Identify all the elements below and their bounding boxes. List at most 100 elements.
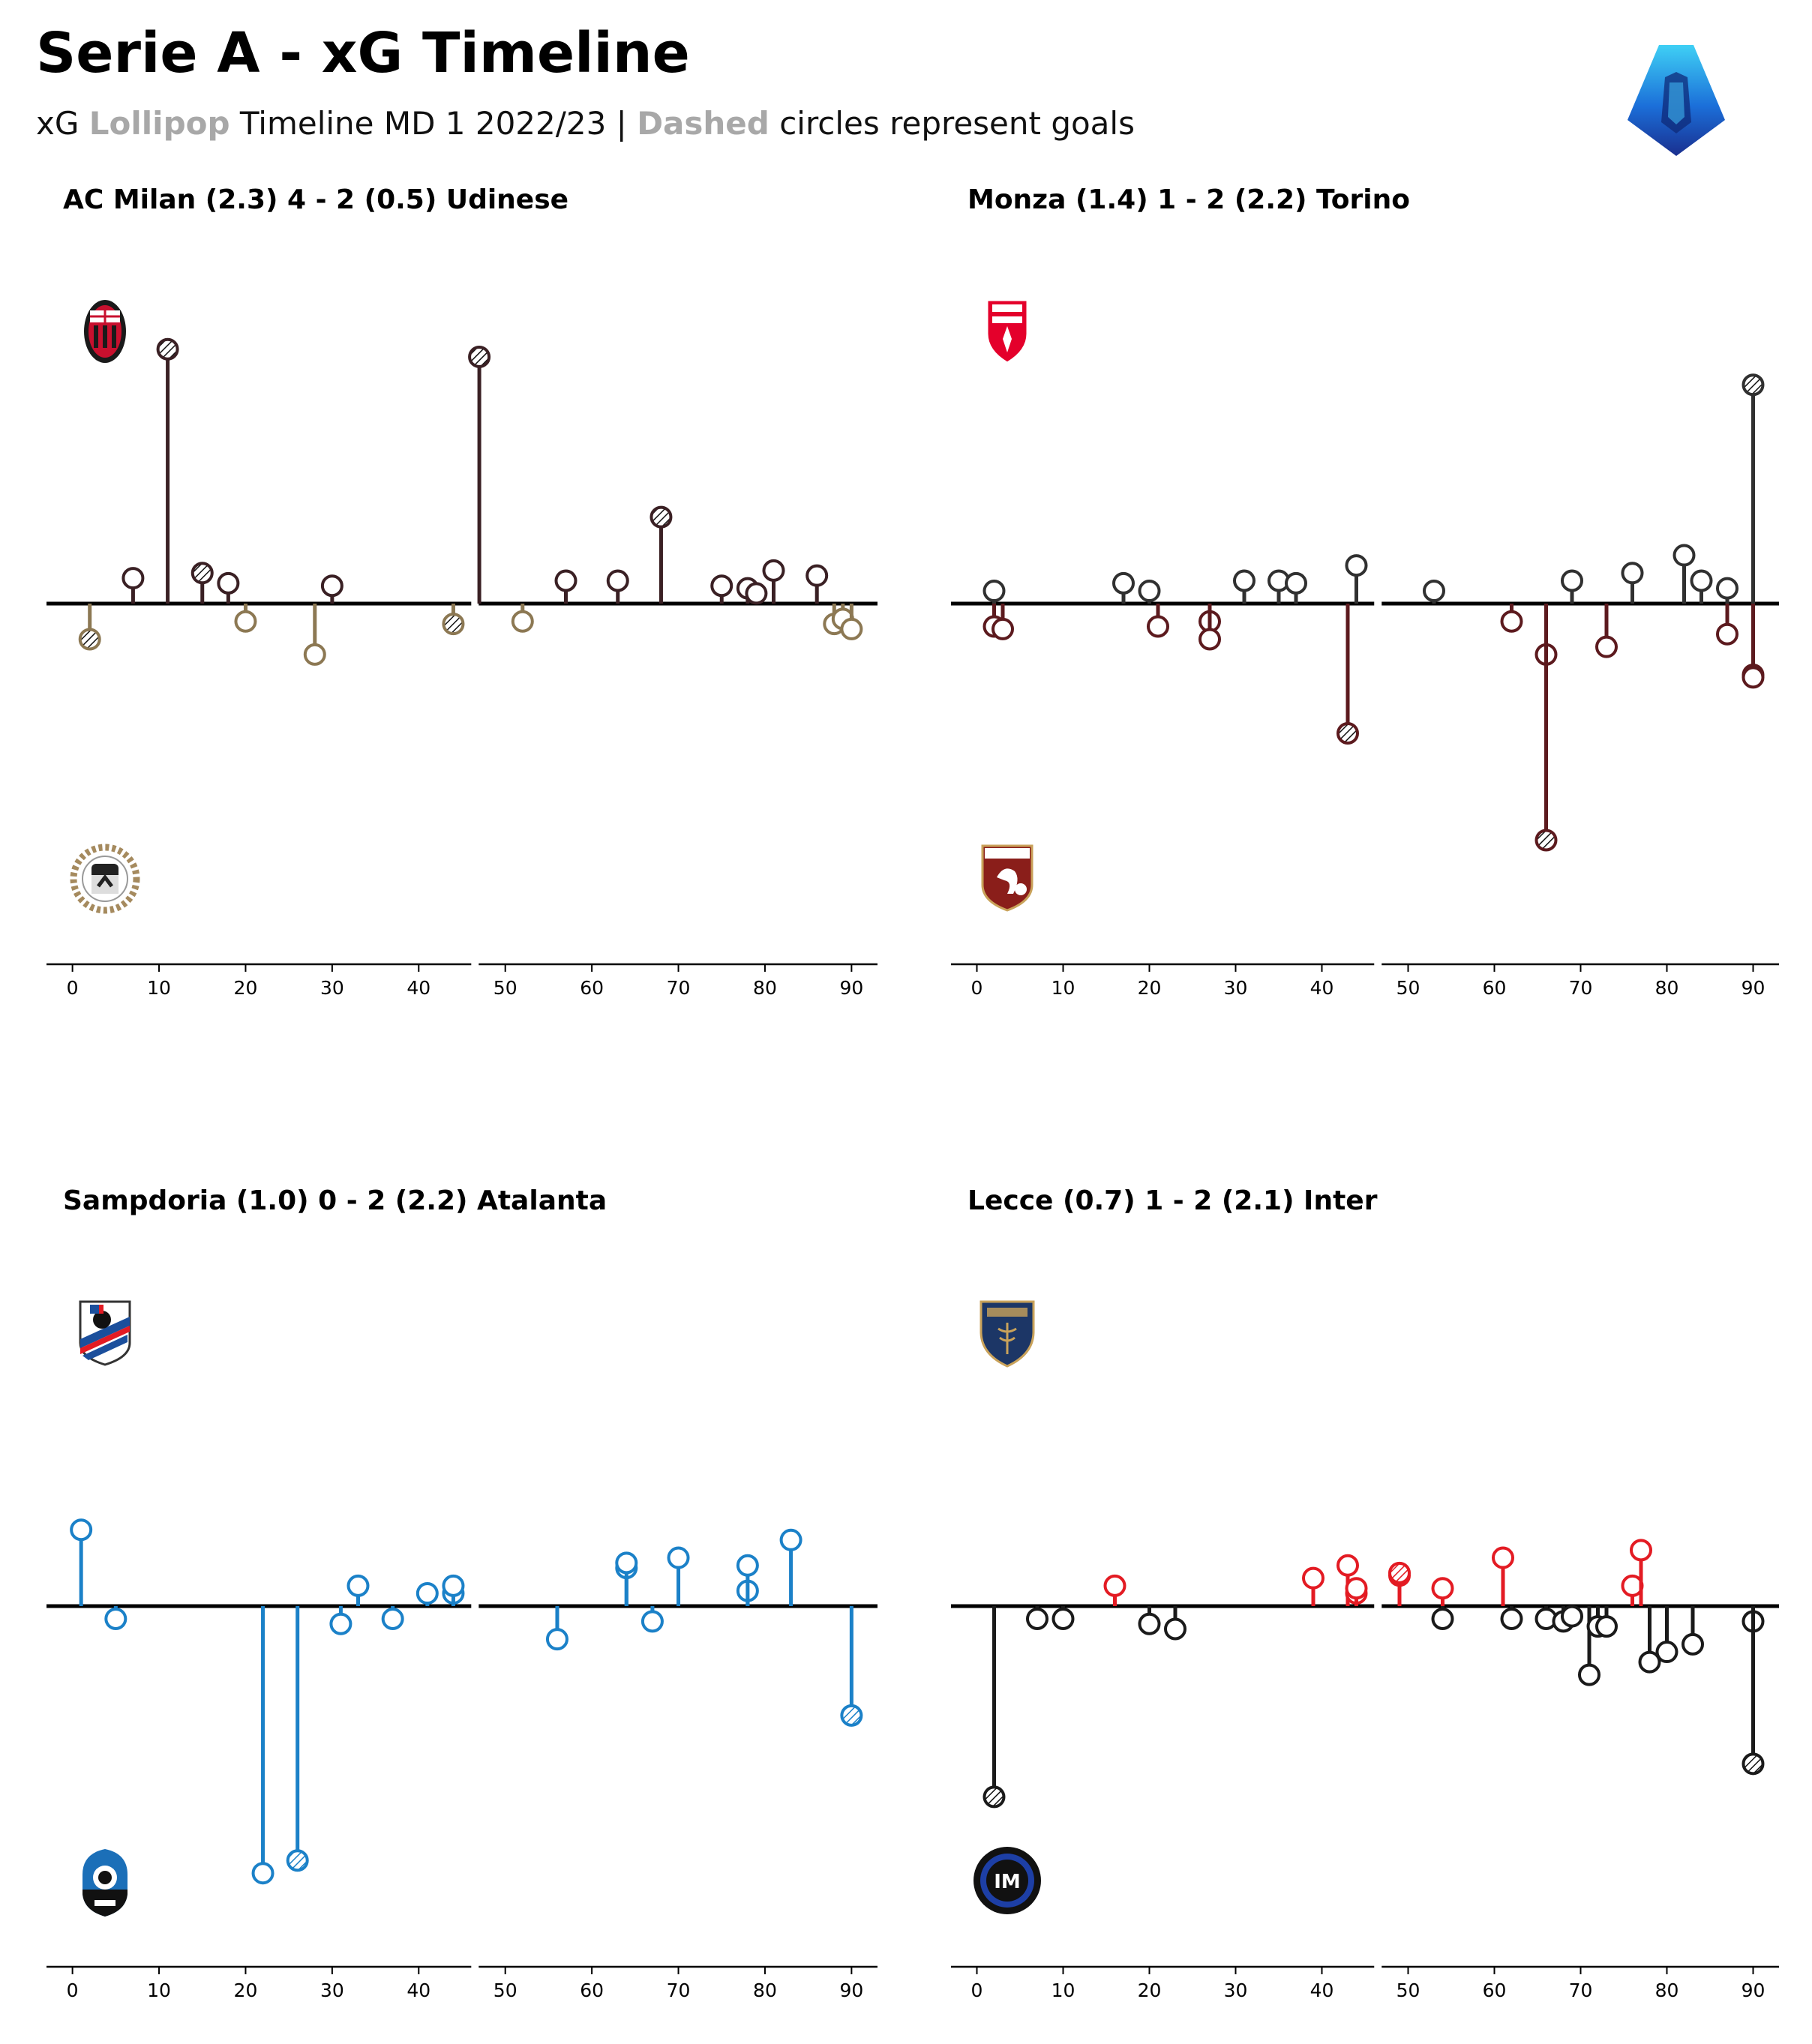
subtitle-text-3: circles represent goals — [769, 105, 1135, 142]
away-shot-marker — [1500, 610, 1523, 633]
home-goal-marker — [190, 562, 214, 585]
home-shot-marker — [762, 559, 785, 582]
x-tick-label: 30 — [1224, 1980, 1248, 2001]
x-tick-label: 30 — [320, 1980, 344, 2001]
away-shot-marker — [251, 1862, 274, 1885]
x-tick-label: 80 — [753, 1980, 777, 2001]
x-tick-label: 60 — [1483, 1980, 1507, 2001]
away-goal-marker — [1336, 722, 1359, 745]
away-goal-marker — [78, 628, 101, 651]
away-shot-marker — [840, 617, 863, 640]
home-shot-marker — [736, 1554, 759, 1577]
panel-sampdoria-atalanta: Sampdoria (1.0) 0 - 2 (2.2) Atalanta 0 10… — [46, 1185, 878, 2001]
home-shot-marker — [606, 569, 629, 592]
away-shot-marker — [640, 1610, 664, 1633]
away-shot-marker — [1595, 1615, 1618, 1638]
away-shot-marker — [1138, 1612, 1161, 1635]
x-tick-label: 70 — [667, 1980, 691, 2001]
x-tick-label: 40 — [1310, 1980, 1334, 2001]
home-shot-marker — [554, 569, 578, 592]
home-shot-marker — [1302, 1566, 1324, 1590]
home-shot-marker — [217, 571, 240, 595]
udinese-badge-icon — [70, 844, 140, 914]
x-tick-label: 0 — [67, 977, 79, 999]
home-shot-marker — [442, 1574, 465, 1597]
monza-badge-icon — [986, 298, 1029, 364]
x-tick-label: 20 — [1138, 977, 1162, 999]
x-tick-label: 40 — [1310, 977, 1334, 999]
away-shot-marker — [1026, 1607, 1048, 1630]
home-shot-marker — [1423, 580, 1445, 603]
home-shot-marker — [416, 1582, 439, 1605]
home-shot-marker — [122, 567, 145, 590]
x-tick-label: 50 — [494, 1980, 518, 2001]
home-shot-marker — [1716, 577, 1738, 600]
home-shot-marker — [745, 582, 768, 605]
plot-area: 0 10 20 30 40 50 60 70 80 90 — [951, 373, 1779, 999]
x-tick-label: 30 — [320, 977, 344, 999]
home-shot-marker — [779, 1528, 802, 1551]
x-tick-label: 10 — [1052, 977, 1076, 999]
page-subtitle: xG Lollipop Timeline MD 1 2022/23 | Dash… — [36, 105, 1135, 142]
home-shot-marker — [1285, 571, 1307, 595]
x-tick-label: 80 — [753, 977, 777, 999]
x-tick-label: 40 — [406, 977, 430, 999]
home-shot-marker — [1233, 569, 1256, 592]
home-shot-marker — [1112, 571, 1135, 595]
subtitle-text-2: Timeline MD 1 2022/23 | — [230, 105, 638, 142]
home-shot-marker — [70, 1518, 93, 1542]
lecce-badge-icon — [980, 1300, 1035, 1368]
away-shot-marker — [511, 610, 534, 633]
x-tick-label: 10 — [147, 977, 171, 999]
away-shot-marker — [1431, 1607, 1454, 1630]
home-shot-marker — [1431, 1577, 1454, 1600]
x-tick-label: 70 — [667, 977, 691, 999]
atalanta-badge-icon — [82, 1849, 128, 1917]
panel-monza-torino: Monza (1.4) 1 - 2 (2.2) Torino 0 10 20 30 40… — [951, 184, 1779, 999]
x-tick-label: 30 — [1224, 977, 1248, 999]
away-shot-marker — [381, 1607, 404, 1630]
x-tick-label: 0 — [67, 1980, 79, 2001]
panel-title: AC Milan (2.3) 4 - 2 (0.5) Udinese — [63, 184, 568, 215]
svg-text:IM: IM — [994, 1871, 1021, 1893]
home-shot-marker — [1561, 569, 1583, 592]
home-goal-marker — [1388, 1561, 1411, 1584]
home-shot-marker — [806, 564, 829, 587]
x-tick-label: 0 — [971, 1980, 983, 2001]
subtitle-highlight-dashed: Dashed — [637, 105, 770, 142]
away-shot-marker — [1561, 1605, 1583, 1628]
home-shot-marker — [1103, 1574, 1126, 1597]
panel-acmilan-udinese: AC Milan (2.3) 4 - 2 (0.5) Udinese 0 10 20… — [46, 184, 878, 999]
plot-area: 0 10 20 30 40 50 60 70 80 90 — [46, 337, 878, 999]
x-tick-label: 20 — [1138, 1980, 1162, 2001]
home-shot-marker — [346, 1574, 370, 1597]
home-shot-marker — [1492, 1546, 1514, 1569]
x-tick-label: 80 — [1655, 1980, 1679, 2001]
plot-area: 0 10 20 30 40 50 60 70 80 90 — [951, 1539, 1779, 2001]
away-shot-marker — [303, 643, 326, 666]
away-shot-marker — [1164, 1617, 1186, 1641]
home-goal-marker — [468, 345, 491, 368]
x-tick-label: 90 — [1742, 1980, 1766, 2001]
away-shot-marker — [234, 610, 257, 633]
away-shot-marker — [1500, 1607, 1523, 1630]
home-shot-marker — [320, 574, 344, 598]
panel-title: Monza (1.4) 1 - 2 (2.2) Torino — [968, 184, 1410, 215]
away-shot-marker — [1595, 635, 1618, 658]
page-title: Serie A - xG Timeline — [36, 21, 690, 85]
serie-a-logo-icon — [1628, 45, 1725, 156]
home-shot-marker — [1690, 569, 1713, 592]
away-goal-marker — [1534, 829, 1558, 852]
home-goal-marker — [1742, 373, 1765, 397]
x-tick-label: 50 — [494, 977, 518, 999]
away-shot-marker — [1716, 622, 1738, 646]
away-shot-marker — [1638, 1650, 1661, 1674]
home-shot-marker — [1621, 562, 1644, 585]
home-shot-marker — [1138, 580, 1161, 603]
x-tick-label: 90 — [839, 1980, 863, 2001]
away-shot-marker — [1052, 1607, 1075, 1630]
x-tick-label: 80 — [1655, 977, 1679, 999]
away-shot-marker — [104, 1607, 128, 1630]
x-tick-label: 20 — [234, 977, 258, 999]
